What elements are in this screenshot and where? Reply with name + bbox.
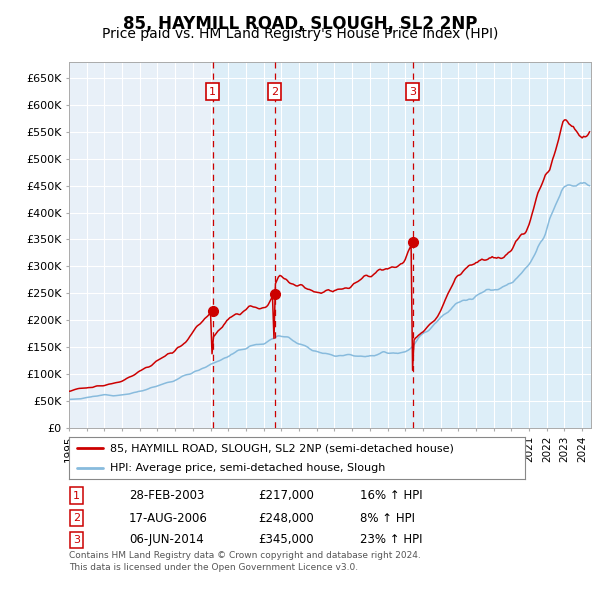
Text: 85, HAYMILL ROAD, SLOUGH, SL2 2NP (semi-detached house): 85, HAYMILL ROAD, SLOUGH, SL2 2NP (semi-… [110, 443, 454, 453]
Text: 1: 1 [73, 491, 80, 500]
Text: Price paid vs. HM Land Registry's House Price Index (HPI): Price paid vs. HM Land Registry's House … [102, 27, 498, 41]
Text: 06-JUN-2014: 06-JUN-2014 [129, 533, 204, 546]
Bar [413, 62, 591, 428]
Text: Contains HM Land Registry data © Crown copyright and database right 2024.: Contains HM Land Registry data © Crown c… [69, 552, 421, 560]
Text: 28-FEB-2003: 28-FEB-2003 [129, 489, 205, 502]
Bar [275, 62, 413, 428]
Text: 1: 1 [209, 87, 216, 97]
Text: This data is licensed under the Open Government Licence v3.0.: This data is licensed under the Open Gov… [69, 563, 358, 572]
Bar [212, 62, 275, 428]
Text: 2: 2 [73, 513, 80, 523]
Text: HPI: Average price, semi-detached house, Slough: HPI: Average price, semi-detached house,… [110, 463, 385, 473]
Text: 17-AUG-2006: 17-AUG-2006 [129, 512, 208, 525]
Text: 16% ↑ HPI: 16% ↑ HPI [360, 489, 422, 502]
Text: 85, HAYMILL ROAD, SLOUGH, SL2 2NP: 85, HAYMILL ROAD, SLOUGH, SL2 2NP [123, 15, 477, 33]
Text: 23% ↑ HPI: 23% ↑ HPI [360, 533, 422, 546]
Text: 8% ↑ HPI: 8% ↑ HPI [360, 512, 415, 525]
Text: 2: 2 [271, 87, 278, 97]
Text: £248,000: £248,000 [258, 512, 314, 525]
Text: 3: 3 [73, 535, 80, 545]
Text: £345,000: £345,000 [258, 533, 314, 546]
Text: 3: 3 [409, 87, 416, 97]
Text: £217,000: £217,000 [258, 489, 314, 502]
